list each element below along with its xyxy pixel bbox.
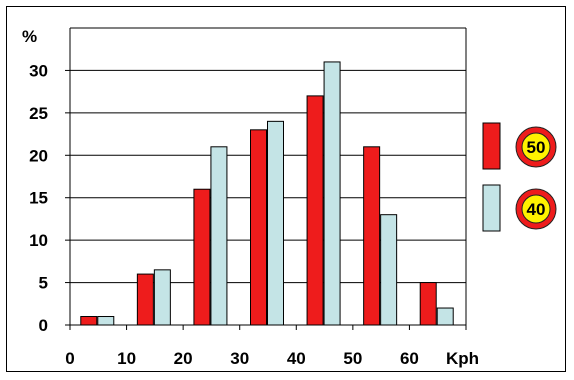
bar-40-20-30 — [210, 146, 228, 326]
y-tick-label: 15 — [29, 189, 48, 208]
bar-40-10-20 — [153, 269, 171, 326]
y-tick-label: 10 — [29, 231, 48, 250]
x-tick-label: 50 — [343, 349, 362, 368]
bar-50-30-40 — [250, 129, 267, 326]
x-tick-label: 20 — [174, 349, 193, 368]
bar-50-50-60 — [363, 146, 381, 326]
x-tick-label: 0 — [65, 349, 74, 368]
x-tick-label: 40 — [287, 349, 306, 368]
legend-swatch-40 — [482, 184, 501, 232]
bar-50-60-70 — [419, 282, 437, 326]
bar-50-40-50 — [306, 95, 324, 326]
x-tick-label: 30 — [230, 349, 249, 368]
bar-40-0-10 — [97, 316, 115, 326]
x-axis-label: Kph — [446, 349, 479, 368]
bar-50-10-20 — [136, 273, 154, 326]
bars — [80, 61, 454, 326]
legend-label-50: 50 — [527, 138, 546, 157]
y-axis-label: % — [22, 27, 37, 46]
speed-limit-sign-icon — [515, 188, 557, 230]
y-tick-label: 20 — [29, 146, 48, 165]
gridlines — [70, 27, 467, 325]
y-tick-label: 30 — [29, 61, 48, 80]
bar-40-30-40 — [267, 120, 284, 326]
legend-label-40: 40 — [527, 200, 546, 219]
bar-40-50-60 — [380, 214, 398, 326]
bar-50-0-10 — [80, 316, 98, 326]
y-tick-label: 5 — [39, 274, 48, 293]
bar-40-60-70 — [436, 307, 454, 326]
bar-50-20-30 — [193, 188, 211, 326]
x-tick-label: 10 — [117, 349, 136, 368]
y-tick-label: 25 — [29, 104, 48, 123]
axes — [65, 28, 467, 330]
bar-40-40-50 — [323, 61, 341, 326]
y-tick-labels: 0 5 10 15 20 25 30 — [29, 61, 48, 335]
speed-limit-sign-icon — [515, 126, 557, 168]
chart-frame — [6, 6, 566, 372]
x-tick-label: 60 — [400, 349, 419, 368]
legend-swatch-50 — [482, 122, 501, 170]
y-tick-label: 0 — [39, 316, 48, 335]
legend: 50 40 — [482, 122, 557, 232]
x-tick-labels: 0 10 20 30 40 50 60 — [65, 349, 419, 368]
